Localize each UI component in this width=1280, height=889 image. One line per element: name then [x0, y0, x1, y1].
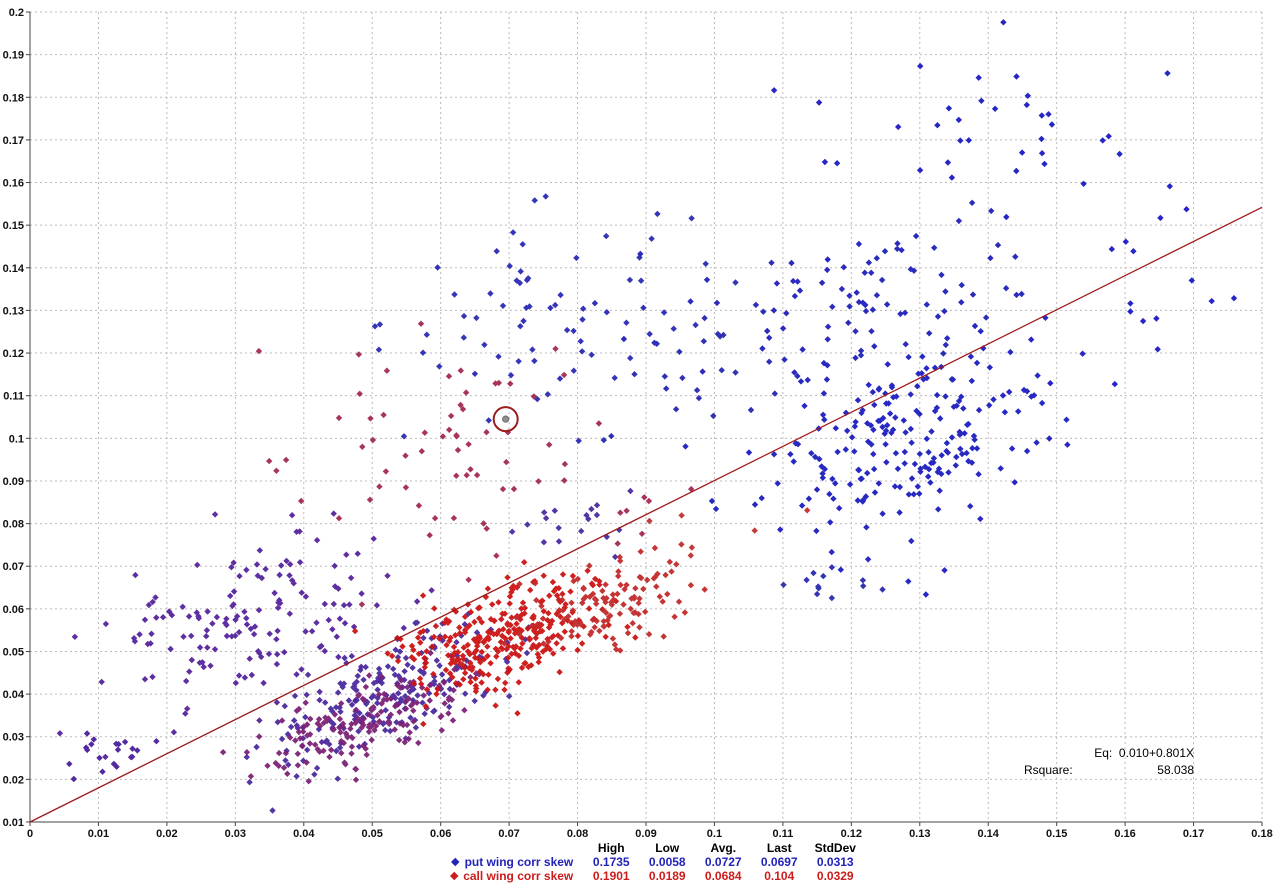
put-series-legend: put wing corr skew	[388, 855, 583, 869]
call-series-marker-icon	[449, 871, 459, 881]
x-tick-label: 0.12	[841, 828, 862, 840]
put-avg: 0.0727	[704, 855, 742, 869]
call-series-points-0	[219, 649, 512, 785]
put-series-points-8	[770, 19, 1123, 263]
x-tick-label: 0.18	[1251, 828, 1272, 840]
x-tick-label: 0.07	[498, 828, 519, 840]
put-last: 0.0697	[760, 855, 798, 869]
stats-header-stddev: StdDev	[814, 841, 856, 855]
x-tick-label: 0.08	[567, 828, 588, 840]
stats-header-high: High	[597, 841, 625, 855]
put-series-points-9	[1047, 70, 1238, 388]
stats-header-avg: Avg.	[710, 841, 737, 855]
call-series-name: call wing corr skew	[463, 869, 574, 883]
x-tick-label: 0.17	[1183, 828, 1204, 840]
y-tick-label: 0.09	[3, 476, 24, 488]
x-tick-label: 0.02	[156, 828, 177, 840]
put-series-points-6	[682, 322, 1086, 598]
y-tick-label: 0.16	[3, 178, 24, 190]
call-series-points-2	[351, 559, 639, 728]
y-tick-label: 0.08	[3, 519, 24, 531]
y-tick-label: 0.17	[3, 135, 24, 147]
x-tick-label: 0.13	[909, 828, 930, 840]
y-tick-label: 0.12	[3, 348, 24, 360]
stats-header-last: Last	[766, 841, 792, 855]
stats-table: High Low Avg. Last StdDev put wing corr …	[388, 841, 863, 883]
stats-header-spacer	[388, 841, 583, 855]
call-series-legend: call wing corr skew	[388, 869, 583, 883]
y-tick-label: 0.07	[3, 561, 24, 573]
put-series-points-3	[371, 193, 739, 444]
call-series-points-4	[646, 507, 811, 559]
put-series-name: put wing corr skew	[464, 855, 574, 869]
y-tick-label: 0.03	[3, 732, 24, 744]
trend-line	[29, 206, 1263, 823]
x-tick-label: 0.06	[430, 828, 451, 840]
y-tick-label: 0.01	[3, 817, 24, 829]
y-tick-label: 0.2	[9, 7, 24, 19]
y-tick-label: 0.06	[3, 604, 24, 616]
y-tick-label: 0.15	[3, 220, 24, 232]
call-series-points-3	[458, 541, 708, 668]
x-tick-label: 0.05	[362, 828, 383, 840]
x-tick-label: 0.15	[1046, 828, 1067, 840]
stats-header-low: Low	[655, 841, 680, 855]
call-low: 0.0189	[648, 869, 686, 883]
put-series-points-7	[620, 199, 1049, 398]
x-tick-label: 0.16	[1114, 828, 1135, 840]
rsquare-label: Rsquare:	[1024, 763, 1073, 777]
x-tick-label: 0	[27, 828, 33, 840]
regression-info: Eq: 0.010+0.801X Rsquare: 58.038	[1024, 746, 1194, 777]
x-tick-label: 0.14	[978, 828, 1000, 840]
y-tick-label: 0.02	[3, 774, 24, 786]
y-tick-label: 0.04	[3, 689, 25, 701]
rsquare-value: 58.038	[1157, 763, 1194, 777]
y-tick-label: 0.13	[3, 305, 24, 317]
put-high: 0.1735	[592, 855, 630, 869]
put-series-points-4	[591, 300, 778, 444]
rsquare-row: Rsquare: 58.038	[1024, 763, 1194, 777]
y-tick-label: 0.1	[9, 433, 24, 445]
x-tick-label: 0.04	[293, 828, 315, 840]
y-tick-label: 0.11	[3, 391, 24, 403]
put-series-marker-icon	[451, 857, 460, 867]
put-low: 0.0058	[648, 855, 686, 869]
call-last: 0.104	[764, 869, 795, 883]
x-tick-label: 0.1	[707, 828, 722, 840]
equation-label: Eq: 0.010+0.801X	[1094, 746, 1194, 760]
x-tick-label: 0.03	[225, 828, 246, 840]
y-tick-label: 0.19	[3, 50, 24, 62]
x-tick-label: 0.11	[772, 828, 793, 840]
x-tick-label: 0.09	[635, 828, 656, 840]
call-stddev: 0.0329	[816, 869, 854, 883]
put-stddev: 0.0313	[816, 855, 854, 869]
y-tick-label: 0.05	[3, 646, 24, 658]
put-series-points-0	[66, 730, 160, 783]
call-series-points-1	[255, 320, 695, 608]
call-high: 0.1901	[592, 869, 630, 883]
x-tick-label: 0.01	[88, 828, 109, 840]
highlight-ring	[492, 406, 519, 433]
highlight-dot	[502, 415, 510, 423]
call-avg: 0.0684	[704, 869, 742, 883]
y-tick-label: 0.18	[3, 92, 24, 104]
y-tick-label: 0.14	[3, 263, 25, 275]
put-series-points-10	[780, 564, 886, 602]
